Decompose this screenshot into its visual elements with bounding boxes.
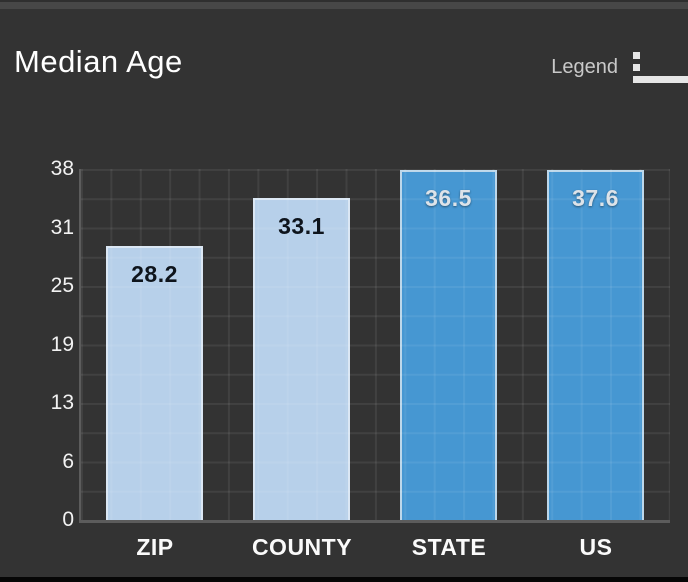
x-axis-label-zip: ZIP <box>136 534 174 560</box>
x-axis-label-state: STATE <box>411 534 487 560</box>
bar-value-label: 33.1 <box>278 213 325 239</box>
bar-value-label: 28.2 <box>131 261 178 287</box>
y-axis-tick-label: 0 <box>62 508 74 531</box>
plot-area: 28.2 33.1 36.5 37.6 <box>79 169 670 523</box>
y-axis-tick-label: 6 <box>62 449 74 473</box>
legend-list-icon <box>633 52 688 83</box>
window-top-strip <box>0 0 688 9</box>
y-axis-tick-label: 38 <box>50 157 74 180</box>
bar-value-label: 36.5 <box>425 185 472 211</box>
page-title: Median Age <box>14 44 183 79</box>
bar-value-label: 37.6 <box>572 185 619 211</box>
legend-label: Legend <box>551 56 618 78</box>
window-bottom-strip <box>0 577 688 582</box>
bar-state[interactable]: 36.5 <box>400 170 497 520</box>
bar-county[interactable]: 33.1 <box>253 198 350 520</box>
y-axis-tick-label: 19 <box>50 332 74 356</box>
bar-zip[interactable]: 28.2 <box>106 246 203 520</box>
y-axis-tick-label: 13 <box>50 391 74 414</box>
bar-us[interactable]: 37.6 <box>547 170 644 520</box>
x-axis-label-county: COUNTY <box>251 534 353 560</box>
legend-toggle[interactable]: Legend <box>551 52 688 83</box>
y-axis-tick-label: 25 <box>50 274 74 297</box>
x-axis-label-us: US <box>579 534 613 560</box>
y-axis-tick-label: 31 <box>50 215 74 239</box>
